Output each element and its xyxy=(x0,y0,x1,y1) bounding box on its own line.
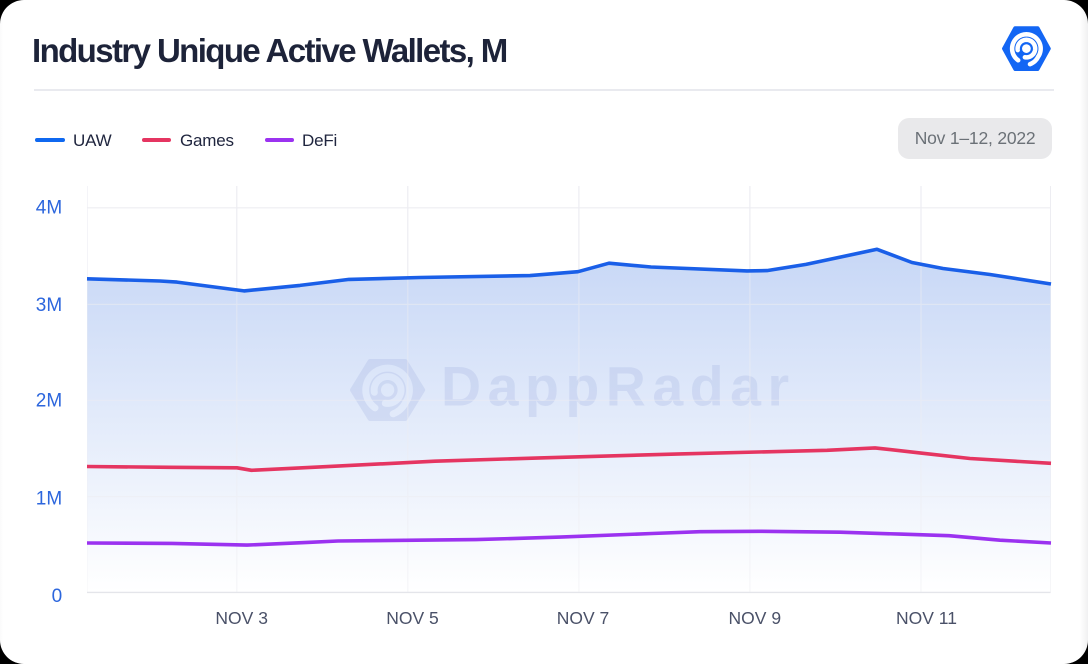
svg-text:NOV 5: NOV 5 xyxy=(386,608,439,628)
svg-text:0: 0 xyxy=(52,586,63,607)
svg-text:1M: 1M xyxy=(36,489,62,510)
svg-text:2M: 2M xyxy=(36,391,62,412)
svg-text:4M: 4M xyxy=(36,198,62,219)
svg-text:3M: 3M xyxy=(36,295,62,316)
svg-text:NOV 3: NOV 3 xyxy=(215,608,268,628)
svg-text:NOV 7: NOV 7 xyxy=(557,608,610,628)
svg-text:DappRadar: DappRadar xyxy=(441,356,796,418)
svg-text:NOV 9: NOV 9 xyxy=(729,608,782,628)
svg-text:NOV 11: NOV 11 xyxy=(896,608,957,628)
